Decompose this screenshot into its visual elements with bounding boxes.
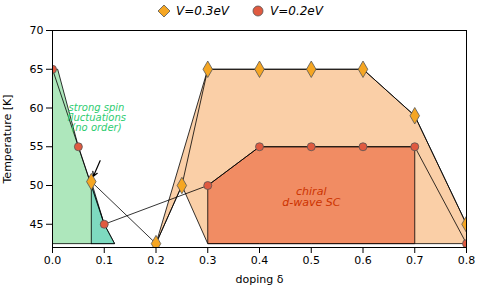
svg-text:strong spinfluctuations(no ord: strong spinfluctuations(no order)	[67, 102, 126, 133]
svg-text:0.1: 0.1	[96, 254, 114, 267]
svg-text:45: 45	[30, 218, 44, 231]
svg-text:70: 70	[30, 24, 44, 37]
svg-text:0.2: 0.2	[147, 254, 165, 267]
svg-text:50: 50	[30, 179, 44, 192]
svg-text:0.5: 0.5	[303, 254, 321, 267]
svg-text:0.8: 0.8	[458, 254, 476, 267]
svg-text:65: 65	[30, 63, 44, 76]
svg-text:0.3: 0.3	[199, 254, 217, 267]
html-text:V=0.3eV: V=0.3eV	[176, 4, 229, 18]
svg-text:chirald-wave SC: chirald-wave SC	[282, 185, 340, 209]
svg-text:doping δ: doping δ	[236, 273, 284, 285]
svg-text:55: 55	[30, 140, 44, 153]
svg-text:Temperature [K]: Temperature [K]	[1, 95, 14, 185]
svg-text:0.4: 0.4	[251, 254, 269, 267]
svg-text:60: 60	[30, 102, 44, 115]
svg-text:0.0: 0.0	[44, 254, 62, 267]
svg-text:0.7: 0.7	[406, 254, 424, 267]
html-text:V=0.2eV: V=0.2eV	[270, 4, 323, 18]
svg-text:0.6: 0.6	[354, 254, 372, 267]
